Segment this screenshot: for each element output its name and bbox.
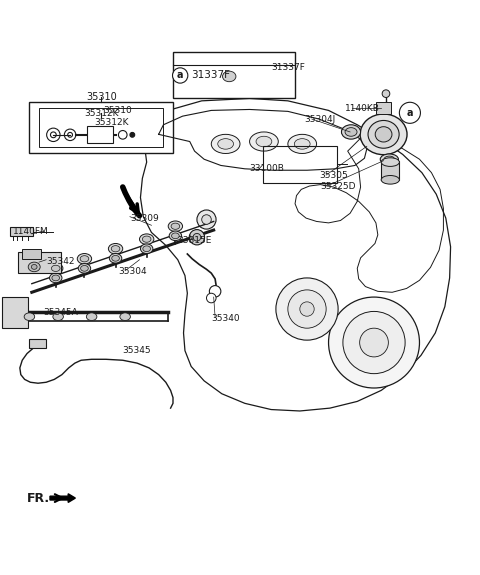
Text: 35305: 35305 [319,171,348,179]
Text: 35304J: 35304J [305,114,336,124]
Ellipse shape [31,264,37,269]
Ellipse shape [288,135,317,154]
Circle shape [328,297,420,388]
Text: 35342: 35342 [46,256,75,266]
Ellipse shape [223,71,236,82]
Bar [10,227,33,236]
Ellipse shape [53,313,63,320]
Ellipse shape [341,125,360,139]
Circle shape [197,210,216,229]
Ellipse shape [51,265,60,271]
Bar [18,252,61,273]
Text: 35304: 35304 [118,267,146,276]
Bar [29,339,46,348]
Ellipse shape [143,236,151,242]
Text: 1140KB: 1140KB [345,104,380,113]
Bar [29,102,173,152]
Bar [39,109,163,147]
Circle shape [193,233,201,241]
Circle shape [382,90,390,98]
Ellipse shape [78,263,91,273]
Ellipse shape [168,221,182,232]
Ellipse shape [120,313,131,320]
Text: 35345A: 35345A [44,308,79,317]
Ellipse shape [52,275,60,281]
Circle shape [189,229,204,245]
Text: 35310: 35310 [86,91,117,102]
Circle shape [209,286,221,297]
Text: 35325D: 35325D [321,182,356,190]
Bar [1,297,28,328]
Text: 35345: 35345 [123,346,151,355]
Bar [381,160,399,180]
Ellipse shape [86,313,97,320]
Ellipse shape [49,273,62,283]
FancyArrow shape [50,494,75,503]
Ellipse shape [294,139,310,149]
Ellipse shape [171,223,180,229]
Ellipse shape [108,243,123,254]
Ellipse shape [169,231,181,240]
Text: FR.: FR. [27,492,50,505]
Circle shape [360,328,388,357]
Ellipse shape [109,254,122,263]
Ellipse shape [48,263,63,274]
Ellipse shape [111,246,120,252]
Circle shape [206,293,216,303]
Ellipse shape [141,244,153,254]
Circle shape [288,290,326,328]
Ellipse shape [143,246,151,252]
Ellipse shape [360,114,407,155]
Ellipse shape [380,154,398,164]
Ellipse shape [375,126,392,142]
Text: a: a [177,71,183,80]
Text: 33815E: 33815E [178,236,212,245]
Ellipse shape [368,121,399,148]
Text: 35340: 35340 [211,314,240,323]
Bar [376,102,391,114]
Ellipse shape [211,135,240,154]
Ellipse shape [171,233,179,239]
Ellipse shape [381,158,399,166]
Circle shape [172,68,188,83]
Text: 35312K: 35312K [94,118,129,127]
Text: 33100B: 33100B [250,164,285,173]
Text: 31337F: 31337F [271,63,305,72]
Circle shape [202,214,211,224]
Bar [22,249,41,259]
Ellipse shape [28,262,40,272]
Ellipse shape [81,266,88,271]
Bar [263,146,337,183]
Ellipse shape [77,254,92,264]
Circle shape [130,132,135,137]
Ellipse shape [345,128,357,136]
Ellipse shape [381,175,399,184]
Circle shape [399,102,420,123]
Ellipse shape [384,156,395,162]
Bar [173,52,295,98]
Text: a: a [407,108,413,118]
Ellipse shape [112,255,120,261]
Ellipse shape [256,136,272,147]
Circle shape [276,278,338,340]
Ellipse shape [218,139,234,149]
Text: 31337F: 31337F [191,71,230,80]
Circle shape [343,312,405,374]
Ellipse shape [140,234,154,244]
Text: 1140FM: 1140FM [12,227,48,236]
Text: 35312K: 35312K [84,109,119,118]
Text: 35309: 35309 [130,213,159,223]
Text: 35310: 35310 [104,106,132,115]
Bar [87,126,113,143]
Ellipse shape [250,132,278,151]
Ellipse shape [80,256,89,262]
Ellipse shape [217,67,241,86]
Ellipse shape [24,313,35,320]
Circle shape [300,302,314,316]
